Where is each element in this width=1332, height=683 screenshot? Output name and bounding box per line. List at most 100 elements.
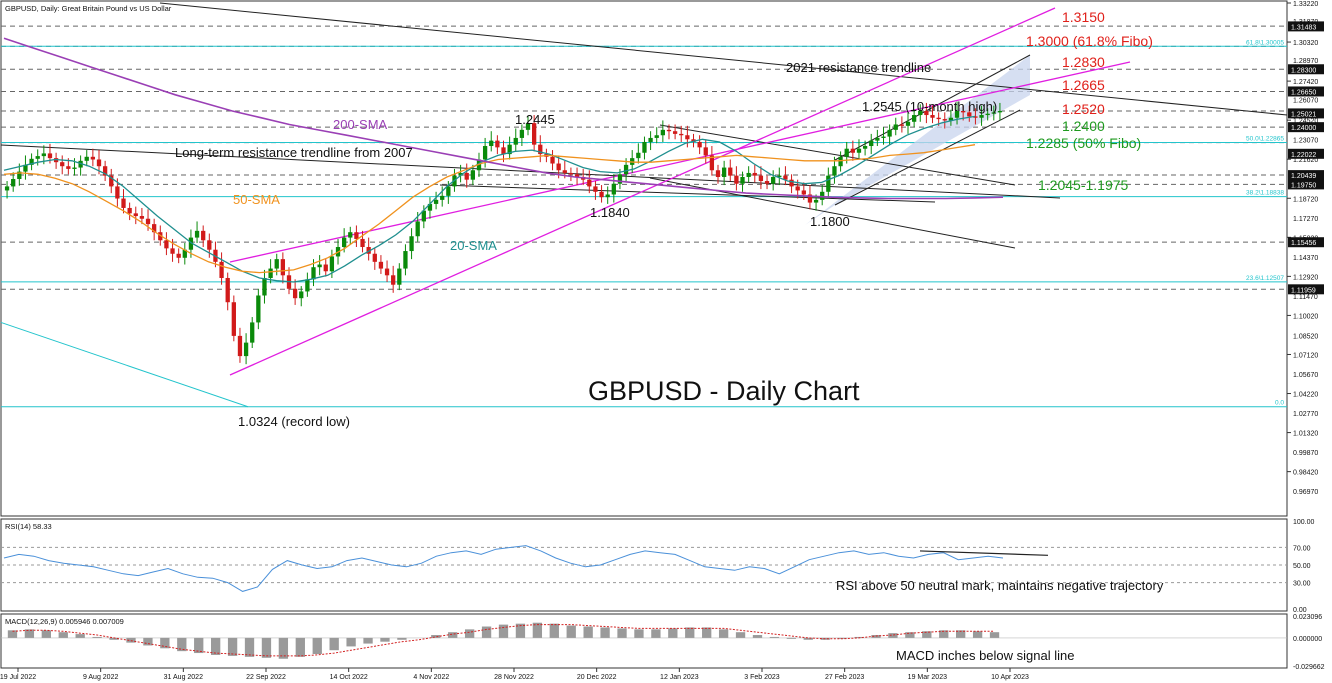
candle-body-64 (397, 268, 402, 285)
candle-body-99 (611, 183, 616, 195)
candle-body-58 (360, 238, 365, 248)
y-tick-5: 1.18720 (1293, 196, 1318, 203)
candle-body-100 (617, 174, 623, 184)
candle-body-16 (102, 166, 108, 176)
rsi-y-tick-3: 30.00 (1293, 581, 1311, 588)
y-tick-alt-6: 1.14370 (1293, 255, 1318, 262)
candle-body-124 (764, 181, 770, 184)
candle-body-50 (311, 267, 316, 280)
macd-y-tick-0: 0.023096 (1293, 614, 1322, 621)
candle-body-81 (501, 147, 506, 155)
candle-body-70 (433, 199, 439, 204)
candle-body-128 (789, 179, 794, 187)
y-tick-11: 1.01320 (1293, 431, 1318, 438)
label-12445: 1.2445 (515, 112, 555, 127)
candle-body-75 (464, 172, 469, 180)
candle-body-26 (164, 240, 169, 249)
macd-annotation: MACD inches below signal line (896, 648, 1074, 663)
magenta-upper-line (229, 61, 1131, 263)
candle-body-129 (795, 186, 800, 191)
candle-body-47 (292, 288, 298, 299)
candle-body-42 (262, 277, 267, 296)
candle-body-125 (771, 176, 776, 184)
candle-body-31 (194, 230, 200, 238)
candle-body-126 (777, 175, 782, 177)
candle-body-113 (697, 141, 702, 148)
price-tag-box-6 (1288, 170, 1324, 181)
x-tick-3: 22 Sep 2022 (246, 674, 286, 681)
price-tag-2: 1.26650 (1291, 89, 1316, 96)
y-tick-alt-11: 0.99870 (1293, 450, 1318, 457)
label-12545-high: 1.2545 (10-month high) (862, 99, 997, 114)
candle-body-43 (268, 268, 273, 278)
candle-body-149 (918, 111, 923, 116)
candle-body-107 (660, 129, 665, 136)
rsi-y-tick-1: 70.00 (1293, 545, 1311, 552)
magenta-support-line (229, 7, 1056, 376)
price-tag-box-2 (1288, 86, 1324, 97)
y-tick-3: 1.24520 (1293, 118, 1318, 125)
x-tick-12: 10 Apr 2023 (991, 674, 1029, 681)
candle-body-157 (967, 112, 972, 117)
y-tick-7: 1.12920 (1293, 274, 1318, 281)
candle-body-151 (930, 115, 935, 118)
candle-body-154 (948, 117, 954, 121)
candle-body-2 (17, 171, 22, 180)
candle-body-52 (323, 264, 328, 272)
candle-body-91 (562, 170, 567, 173)
rsi-header: RSI(14) 58.33 (5, 522, 52, 531)
price-tag-box-1 (1288, 64, 1324, 75)
label-200-sma: 200-SMA (333, 117, 388, 132)
candle-body-4 (29, 158, 34, 165)
candle-body-23 (145, 218, 151, 225)
candle-body-66 (409, 236, 414, 252)
candle-body-112 (691, 139, 696, 142)
x-tick-10: 27 Feb 2023 (825, 674, 864, 681)
candle-body-71 (440, 195, 445, 200)
candle-body-160 (985, 113, 990, 116)
candle-body-30 (188, 237, 194, 250)
candle-body-136 (838, 156, 843, 167)
candle-body-147 (905, 121, 911, 126)
label-2021-trendline: 2021 resistance trendline (786, 60, 931, 75)
candle-body-0 (4, 186, 10, 191)
candle-body-152 (936, 117, 941, 120)
candle-body-114 (703, 147, 708, 156)
candle-body-115 (709, 155, 715, 171)
candle-body-118 (728, 167, 733, 176)
candle-body-98 (605, 194, 610, 198)
candle-body-13 (84, 156, 89, 161)
candle-body-131 (807, 194, 813, 203)
rsi-annotation: RSI above 50 neutral mark, maintains neg… (836, 578, 1164, 593)
candle-body-133 (820, 191, 825, 200)
candle-body-158 (973, 116, 978, 118)
candle-body-11 (72, 167, 77, 169)
price-tag-9: 1.11959 (1291, 287, 1316, 294)
y-tick-4: 1.21620 (1293, 157, 1318, 164)
candle-body-108 (666, 129, 672, 132)
candle-body-65 (403, 251, 408, 269)
candle-body-76 (470, 170, 476, 180)
fibo-label-3: 23.6\1.12507 (1246, 275, 1284, 282)
candle-body-103 (636, 152, 641, 159)
candle-body-139 (856, 148, 862, 153)
candle-body-105 (648, 137, 653, 142)
candle-body-53 (329, 256, 335, 272)
candle-body-106 (654, 135, 659, 138)
rsi-y-tick-0: 100.00 (1293, 519, 1315, 526)
candle-body-60 (372, 253, 377, 262)
rsi-trendline (919, 550, 1049, 556)
macd-signal-line (12, 624, 995, 657)
candle-body-138 (850, 148, 855, 153)
candle-body-21 (133, 213, 138, 217)
candle-body-134 (826, 175, 831, 192)
candle-body-61 (378, 261, 384, 269)
price-tag-box-8 (1288, 237, 1324, 248)
candle-body-156 (961, 111, 966, 113)
candle-body-97 (599, 191, 604, 198)
candle-body-145 (893, 124, 898, 130)
candle-body-15 (96, 159, 102, 167)
y-tick-8: 1.10020 (1293, 313, 1318, 320)
rsi-y-tick-4: 0.00 (1293, 607, 1307, 614)
